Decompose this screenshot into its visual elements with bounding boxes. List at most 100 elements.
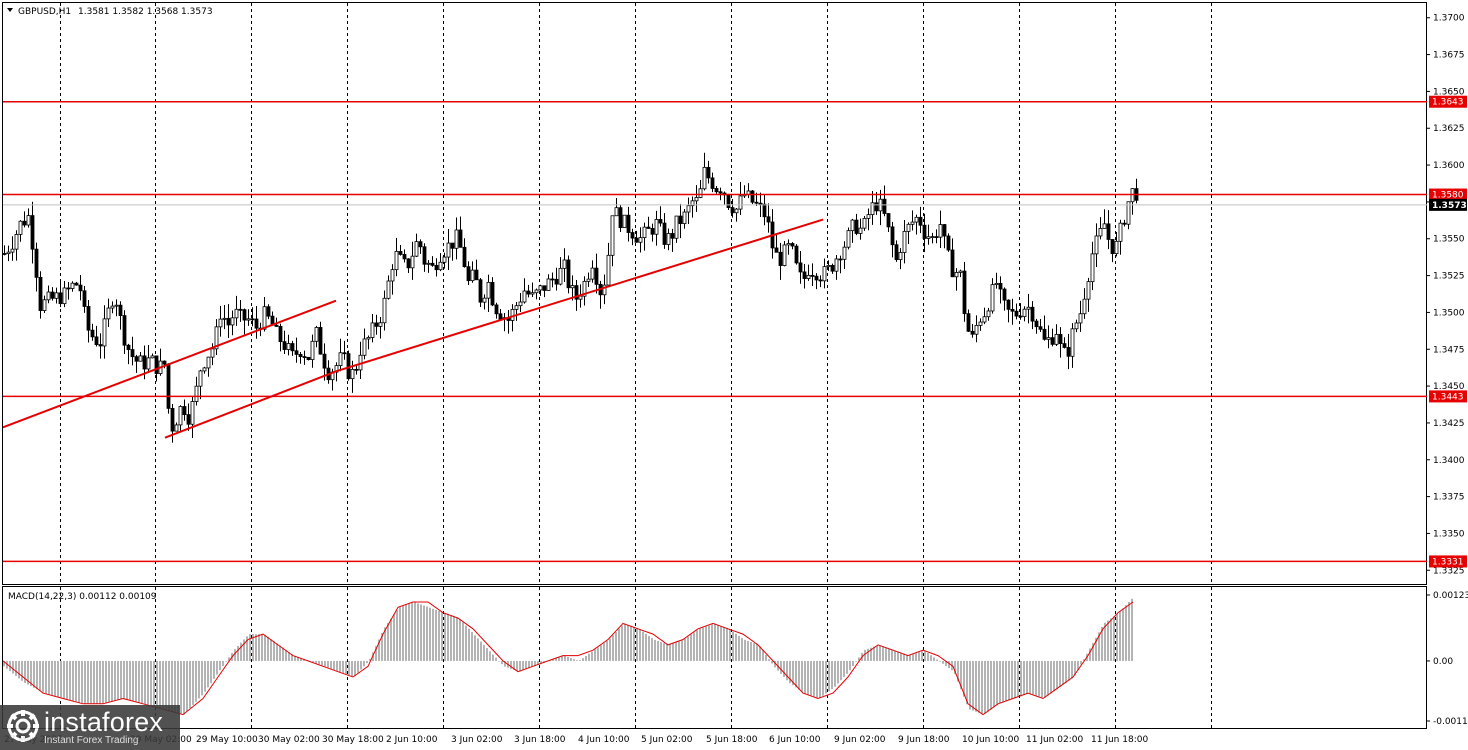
- candle-bear: [810, 274, 815, 277]
- macd-histogram-bar: [489, 651, 491, 661]
- candle-bear: [830, 264, 835, 272]
- macd-histogram-bar: [702, 627, 704, 661]
- macd-histogram-bar: [942, 660, 944, 664]
- macd-histogram-bar: [186, 660, 188, 712]
- macd-histogram-bar: [750, 642, 752, 661]
- candle-bull: [994, 282, 999, 286]
- macd-histogram-bar: [837, 660, 839, 684]
- macd-histogram-bar: [72, 660, 74, 701]
- candle-bull: [682, 211, 687, 225]
- macd-histogram-bar: [825, 660, 827, 694]
- candle-bear: [170, 407, 175, 432]
- macd-histogram-bar: [465, 625, 467, 661]
- candle-bear: [942, 224, 947, 237]
- candle-bull: [822, 266, 827, 282]
- candle-bull: [178, 406, 183, 426]
- macd-histogram-bar: [909, 655, 911, 661]
- candle-bull: [206, 356, 211, 369]
- dropdown-triangle-icon[interactable]: [7, 8, 13, 12]
- macd-histogram-bar: [483, 644, 485, 661]
- macd-histogram-bar: [288, 652, 290, 661]
- macd-histogram-bar: [876, 645, 878, 661]
- candle-bear: [658, 219, 663, 224]
- candle-bull: [782, 244, 787, 266]
- candle-bear: [882, 198, 887, 214]
- candle-bear: [798, 262, 803, 273]
- macd-histogram-bar: [183, 660, 185, 715]
- macd-histogram-bar: [849, 660, 851, 671]
- candle-bear: [774, 247, 779, 253]
- macd-histogram-bar: [354, 660, 356, 676]
- level-label-bg: [1429, 555, 1467, 568]
- macd-histogram-bar: [1050, 660, 1052, 694]
- macd-histogram-bar: [240, 642, 242, 661]
- candle-bull: [902, 230, 907, 253]
- candle-bull: [834, 258, 839, 272]
- candle-bear: [838, 258, 843, 261]
- macd-histogram-bar: [933, 657, 935, 661]
- macd-histogram-bar: [948, 660, 950, 669]
- macd-histogram-bar: [993, 660, 995, 708]
- macd-histogram-bar: [639, 629, 641, 661]
- candle-bear: [406, 258, 411, 269]
- x-tick-label: 9 Jun 18:00: [898, 735, 950, 745]
- macd-histogram-bar: [96, 660, 98, 704]
- candle-bear: [814, 275, 819, 281]
- macd-histogram-bar: [843, 660, 845, 678]
- macd-histogram-bar: [633, 626, 635, 661]
- candle-bull: [642, 226, 647, 239]
- macd-histogram-bar: [654, 639, 656, 661]
- macd-histogram-bar: [441, 611, 443, 661]
- macd-histogram-bar: [279, 645, 281, 661]
- macd-histogram-bar: [318, 660, 320, 665]
- x-tick-label: 3 Jun 02:00: [451, 735, 503, 745]
- support-resistance-levels: 1.3643 1.3580 1.3443 1.3331 1.3573: [3, 95, 1467, 568]
- candle-bear: [542, 285, 547, 291]
- macd-histogram-bar: [243, 639, 245, 661]
- macd-histogram-bar: [450, 615, 452, 661]
- candle-bear: [274, 324, 279, 327]
- candle-bear: [1002, 288, 1007, 301]
- macd-histogram-bar: [462, 622, 464, 661]
- candle-bear: [1034, 320, 1039, 328]
- candle-bull: [1054, 333, 1059, 345]
- macd-histogram-bar: [387, 623, 389, 661]
- level-label: 1.3331: [1432, 557, 1464, 567]
- macd-histogram-bar: [1038, 660, 1040, 697]
- macd-indicator: [2, 598, 1134, 716]
- candle-bull: [938, 224, 943, 238]
- candle-bull: [826, 264, 831, 268]
- macd-histogram-bar: [126, 660, 128, 700]
- candle-bull: [906, 223, 911, 232]
- macd-histogram-bar: [570, 658, 572, 661]
- macd-histogram-bar: [939, 660, 941, 662]
- macd-histogram-bar: [870, 647, 872, 661]
- macd-histogram-bar: [480, 641, 482, 661]
- macd-histogram-bar: [687, 636, 689, 661]
- candle-bear: [398, 251, 403, 255]
- macd-histogram-bar: [924, 650, 926, 661]
- candle-bull: [846, 230, 851, 248]
- trendline: [2, 299, 337, 429]
- candle-bull: [314, 327, 319, 342]
- macd-histogram-bar: [390, 618, 392, 661]
- candle-bull: [410, 255, 415, 269]
- macd-histogram-bar: [267, 637, 269, 661]
- ohlc-label: 1.3581 1.3582 1.3568 1.3573: [78, 7, 213, 17]
- trendline: [164, 370, 337, 439]
- macd-histogram-bar: [759, 646, 761, 661]
- macd-histogram-bar: [990, 660, 992, 710]
- macd-histogram-bar: [159, 660, 161, 709]
- candle-bull: [990, 284, 995, 312]
- candle-bear: [766, 216, 771, 223]
- macd-histogram-bar: [537, 660, 539, 665]
- macd-histogram-bar: [1101, 626, 1103, 661]
- candle-bear: [646, 226, 651, 229]
- candle-bull: [382, 297, 387, 324]
- macd-histogram-bar: [303, 659, 305, 661]
- macd-histogram-bar: [222, 660, 224, 666]
- candle-bull: [386, 280, 391, 299]
- macd-histogram-bar: [645, 633, 647, 661]
- macd-histogram-bar: [1125, 605, 1127, 661]
